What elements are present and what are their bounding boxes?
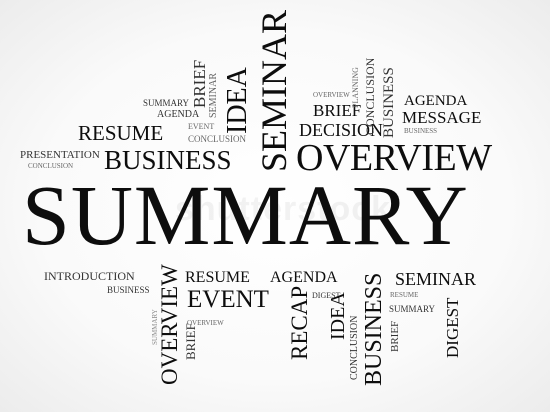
word-message: MESSAGE bbox=[402, 108, 482, 127]
word-conclusion-vertical: CONCLUSION bbox=[363, 57, 377, 135]
word-agenda-right: AGENDA bbox=[404, 93, 468, 109]
word-agenda-bottom: AGENDA bbox=[270, 269, 338, 286]
word-business-tiny-right: BUSINESS bbox=[404, 127, 438, 135]
word-idea-vertical: IDEA bbox=[222, 67, 253, 134]
word-seminar-vertical-small: SEMINAR bbox=[208, 72, 219, 118]
word-recap-vertical: RECAP bbox=[287, 285, 312, 360]
word-event-small: EVENT bbox=[188, 122, 215, 131]
word-planning-vertical: PLANNING bbox=[351, 67, 360, 108]
word-conclusion-vertical-bottom: CONCLUSION bbox=[349, 315, 360, 380]
word-business-vertical-bottom: BUSINESS bbox=[361, 272, 387, 386]
word-presentation: PRESENTATION bbox=[20, 149, 100, 161]
word-digest-vertical: DIGEST bbox=[443, 297, 462, 358]
word-business-vertical-right: BUSINESS bbox=[381, 67, 397, 138]
word-seminar-bottom: SEMINAR bbox=[395, 269, 477, 289]
word-summary-bottom-small: SUMMARY bbox=[389, 304, 436, 314]
word-resume-tiny: RESUME bbox=[390, 291, 419, 299]
word-decision: DECISION bbox=[299, 120, 383, 140]
word-overview-bottom-tiny: OVERVIEW bbox=[187, 319, 224, 327]
word-summary-main: SUMMARY bbox=[22, 167, 469, 263]
word-summary-small: SUMMARY bbox=[143, 98, 190, 108]
word-resume-bottom: RESUME bbox=[185, 269, 250, 286]
word-conclusion-small: CONCLUSION bbox=[188, 134, 247, 144]
word-agenda-top: AGENDA bbox=[157, 109, 200, 120]
watermark: shutterstock bbox=[175, 190, 392, 228]
word-seminar-vertical-big: SEMINAR bbox=[254, 9, 294, 172]
word-introduction: INTRODUCTION bbox=[44, 269, 135, 283]
word-overview-tiny: OVERVIEW bbox=[313, 91, 350, 99]
word-brief-vertical: BRIEF bbox=[190, 59, 209, 108]
word-brief-vertical-bottom: BRIEF bbox=[183, 323, 198, 360]
word-overview-big: OVERVIEW bbox=[296, 137, 492, 179]
word-idea-vertical-bottom: IDEA bbox=[327, 292, 349, 340]
word-overview-vertical: OVERVIEW bbox=[157, 264, 182, 385]
word-business-left: BUSINESS bbox=[107, 285, 150, 295]
word-brief-right: BRIEF bbox=[313, 101, 362, 120]
word-event-bottom: EVENT bbox=[187, 286, 269, 313]
word-business-mid: BUSINESS bbox=[104, 145, 232, 175]
word-brief-vertical-bottom-right: BRIEF bbox=[389, 320, 401, 352]
word-conclusion-left: CONCLUSION bbox=[28, 162, 74, 170]
word-digest-small: DIGEST bbox=[312, 291, 341, 300]
word-resume-top: RESUME bbox=[78, 121, 164, 145]
